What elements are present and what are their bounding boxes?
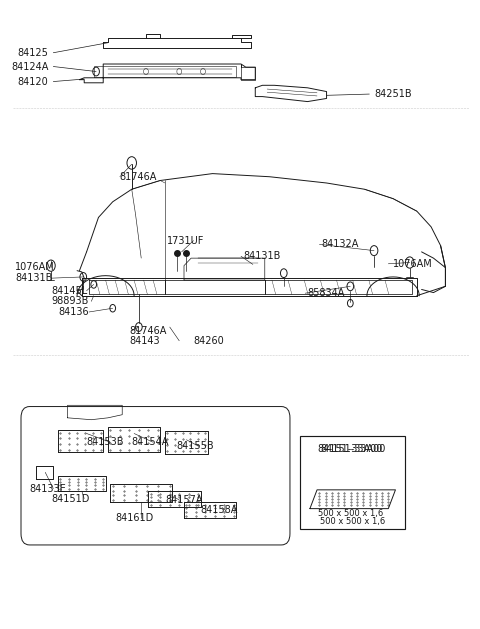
Text: 84131B: 84131B [243, 251, 281, 261]
FancyBboxPatch shape [21, 406, 290, 545]
Text: 500 x 500 x 1,6: 500 x 500 x 1,6 [318, 509, 383, 518]
Text: 84153B: 84153B [86, 437, 124, 447]
Text: 84260: 84260 [193, 336, 224, 346]
Text: 84157A: 84157A [165, 495, 203, 505]
Text: 84155B: 84155B [177, 441, 215, 451]
Text: 1731UF: 1731UF [168, 236, 205, 245]
Text: 81746A: 81746A [129, 326, 167, 336]
Text: 84251B: 84251B [374, 89, 412, 99]
Text: 84136: 84136 [58, 307, 89, 317]
Text: 84143: 84143 [129, 336, 160, 346]
Text: 85834A: 85834A [308, 288, 345, 298]
Text: 84161D: 84161D [115, 513, 153, 523]
Text: 500 x 500 x 1,6: 500 x 500 x 1,6 [320, 516, 385, 526]
Bar [300, 436, 405, 528]
Text: 84151-33A00: 84151-33A00 [320, 444, 385, 454]
Text: 84154A: 84154A [132, 437, 169, 447]
Text: 81746A: 81746A [120, 172, 157, 182]
Text: 84120: 84120 [18, 77, 48, 87]
Text: 84132A: 84132A [322, 240, 359, 249]
Text: 84151D: 84151D [51, 494, 89, 504]
Text: 84125: 84125 [18, 48, 48, 58]
Text: 1076AM: 1076AM [15, 262, 55, 272]
Text: 84145L: 84145L [51, 286, 87, 296]
Text: 84124A: 84124A [11, 62, 48, 72]
Text: 1076AM: 1076AM [393, 259, 433, 269]
Text: 98893B: 98893B [51, 296, 88, 306]
Text: 84133E: 84133E [30, 484, 66, 494]
Text: 84131B: 84131B [15, 273, 53, 283]
Text: 84151-33A00: 84151-33A00 [318, 443, 383, 454]
Text: 84158A: 84158A [201, 505, 238, 515]
